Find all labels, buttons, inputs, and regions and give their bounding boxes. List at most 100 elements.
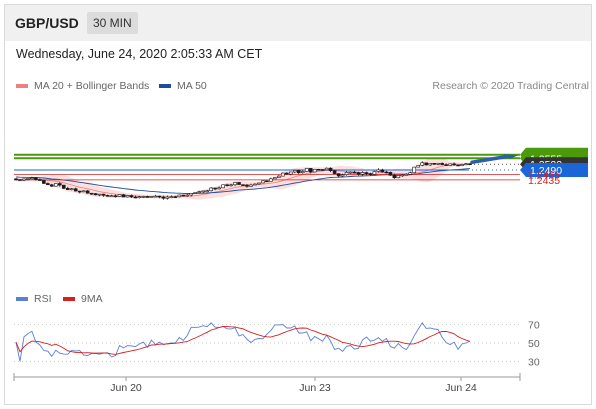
candle-body bbox=[177, 194, 182, 198]
candle-body bbox=[245, 184, 249, 187]
candle-body bbox=[412, 166, 417, 173]
candle-body bbox=[209, 187, 213, 192]
candle-body bbox=[213, 187, 217, 190]
candle-body bbox=[285, 172, 289, 175]
candle-body bbox=[269, 178, 273, 182]
candle-body bbox=[249, 184, 253, 187]
candle-body bbox=[237, 182, 241, 185]
candle-body bbox=[464, 163, 468, 165]
x-axis-label: Jun 24 bbox=[445, 382, 477, 394]
candle-body bbox=[316, 168, 321, 171]
arrow-head bbox=[503, 154, 518, 160]
candle-body bbox=[50, 184, 54, 187]
candle-body bbox=[221, 184, 225, 189]
forecast-arrow-icon bbox=[470, 154, 518, 164]
x-axis-label: Jun 20 bbox=[110, 382, 142, 394]
candle-body bbox=[149, 196, 154, 198]
candle-body bbox=[332, 170, 337, 174]
rsi-swatch bbox=[16, 297, 28, 301]
candle-body bbox=[253, 183, 257, 186]
candle-body bbox=[69, 188, 74, 191]
candle-body bbox=[197, 191, 201, 193]
legend-ma20-label: MA 20 + Bollinger Bands bbox=[34, 80, 150, 92]
candle-body bbox=[46, 183, 50, 186]
candle-body bbox=[241, 184, 245, 186]
candle-body bbox=[161, 196, 166, 199]
support-level-label: 1.2435 bbox=[528, 175, 560, 187]
candle-body bbox=[105, 195, 110, 197]
candle-body bbox=[400, 174, 405, 177]
legend-rsi: RSI bbox=[16, 293, 52, 305]
rsi-ma-line bbox=[15, 325, 471, 355]
candle-body bbox=[14, 178, 18, 181]
bollinger-band bbox=[15, 157, 471, 200]
candle-body bbox=[328, 167, 333, 172]
candle-body bbox=[432, 163, 436, 165]
candle-body bbox=[312, 168, 317, 173]
candle-body bbox=[113, 195, 118, 198]
chart-header: GBP/USD 30 MIN bbox=[5, 5, 591, 41]
candle-body bbox=[34, 177, 38, 180]
rsi-ma-swatch bbox=[63, 297, 75, 301]
candle-body bbox=[277, 175, 281, 178]
candle-body bbox=[81, 190, 86, 193]
candle-body bbox=[137, 196, 142, 199]
x-axis-label: Jun 23 bbox=[299, 382, 331, 394]
candle-body bbox=[141, 196, 146, 198]
credit-text: Research © 2020 Trading Central bbox=[432, 80, 589, 92]
candle-body bbox=[452, 163, 456, 166]
candle-body bbox=[65, 188, 70, 190]
candle-body bbox=[38, 179, 42, 181]
candle-body bbox=[22, 178, 26, 181]
candle-body bbox=[336, 173, 341, 177]
candle-body bbox=[273, 177, 277, 180]
candle-body bbox=[436, 163, 440, 165]
candle-body bbox=[348, 171, 353, 174]
legend-ma20: MA 20 + Bollinger Bands bbox=[16, 80, 149, 92]
ma20-line bbox=[15, 163, 471, 198]
x-axis: Jun 20 Jun 23 Jun 24 bbox=[13, 373, 521, 394]
candle-body bbox=[205, 190, 209, 192]
candle-body bbox=[229, 184, 233, 187]
candle-body bbox=[340, 174, 345, 177]
candle-body bbox=[320, 169, 325, 171]
candle-body bbox=[376, 169, 381, 172]
candle-body bbox=[308, 168, 313, 173]
legend-rsi-label: RSI bbox=[34, 293, 52, 305]
candlesticks bbox=[14, 161, 472, 200]
candle-body bbox=[456, 164, 460, 167]
candle-body bbox=[352, 171, 357, 174]
candle-body bbox=[109, 195, 114, 198]
candle-body bbox=[201, 190, 205, 193]
candle-body bbox=[181, 194, 186, 197]
rsi-level-label: 50 bbox=[528, 338, 540, 350]
candle-body bbox=[265, 180, 269, 183]
candle-body bbox=[440, 163, 444, 165]
candle-body bbox=[288, 171, 293, 175]
candle-body bbox=[42, 180, 46, 184]
candle-body bbox=[193, 192, 198, 194]
candle-body bbox=[444, 164, 448, 166]
candle-body bbox=[257, 182, 261, 185]
candle-body bbox=[428, 163, 432, 166]
candle-body bbox=[125, 195, 130, 198]
candle-body bbox=[97, 193, 102, 196]
candle-body bbox=[173, 196, 178, 198]
ma20-swatch bbox=[16, 84, 28, 88]
candle-body bbox=[392, 174, 397, 179]
timeframe-button[interactable]: 30 MIN bbox=[87, 12, 138, 34]
candle-body bbox=[468, 163, 472, 165]
candle-body bbox=[73, 188, 78, 192]
candle-body bbox=[121, 194, 126, 198]
candle-body bbox=[416, 165, 421, 168]
candle-body bbox=[384, 171, 389, 174]
candle-body bbox=[324, 167, 329, 171]
candle-body bbox=[225, 184, 229, 187]
candle-body bbox=[372, 171, 377, 175]
legend-9ma-label: 9MA bbox=[81, 293, 103, 305]
candle-body bbox=[157, 195, 162, 198]
candle-body bbox=[133, 196, 138, 199]
candle-body bbox=[54, 183, 58, 187]
rsi-level-label: 70 bbox=[528, 320, 540, 332]
